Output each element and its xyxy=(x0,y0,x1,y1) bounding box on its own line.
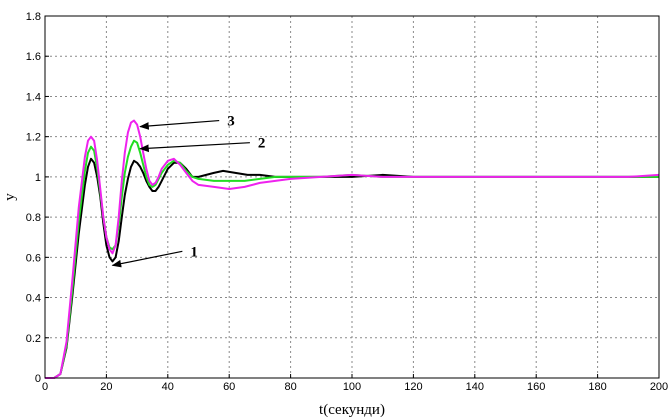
y-tick-label: 1.4 xyxy=(26,91,41,103)
y-tick-label: 0.4 xyxy=(26,293,41,305)
y-tick-label: 0.8 xyxy=(26,212,41,224)
series-line-3 xyxy=(45,119,660,379)
annotation-label-3: 3 xyxy=(227,114,235,130)
axis-ticks: 0 20 40 60 80 100 120 140 160 180 200 0 0.2 0.4 0.6 0.8… xyxy=(26,11,668,393)
series-lines xyxy=(45,119,660,379)
x-axis-label: t(секунди) xyxy=(319,402,385,418)
x-tick-label: 200 xyxy=(650,381,668,393)
y-tick-label: 1.8 xyxy=(26,11,41,23)
x-tick-label: 80 xyxy=(284,381,296,393)
y-tick-label: 0.6 xyxy=(26,252,41,264)
x-tick-label: 60 xyxy=(223,381,235,393)
grid-lines xyxy=(45,16,659,378)
curve-annotations: 1 2 3 xyxy=(111,114,266,268)
x-tick-label: 100 xyxy=(343,381,361,393)
x-tick-label: 140 xyxy=(466,381,484,393)
y-tick-label: 1.2 xyxy=(26,132,41,144)
x-tick-label: 120 xyxy=(404,381,422,393)
y-tick-label: 1.6 xyxy=(26,51,41,63)
annotation-label-2: 2 xyxy=(258,136,266,152)
x-tick-label: 20 xyxy=(100,381,112,393)
y-tick-label: 1 xyxy=(35,172,41,184)
annotation-arrow xyxy=(139,142,250,153)
annotation-label-1: 1 xyxy=(190,244,198,260)
x-tick-label: 40 xyxy=(162,381,174,393)
x-tick-label: 180 xyxy=(588,381,606,393)
x-tick-label: 0 xyxy=(42,381,48,393)
y-tick-label: 0 xyxy=(35,373,41,385)
annotation-arrow xyxy=(139,119,220,130)
annotation-arrow xyxy=(111,250,183,268)
y-axis-label: y xyxy=(2,193,18,201)
y-tick-label: 0.2 xyxy=(26,333,41,345)
x-tick-label: 160 xyxy=(527,381,545,393)
